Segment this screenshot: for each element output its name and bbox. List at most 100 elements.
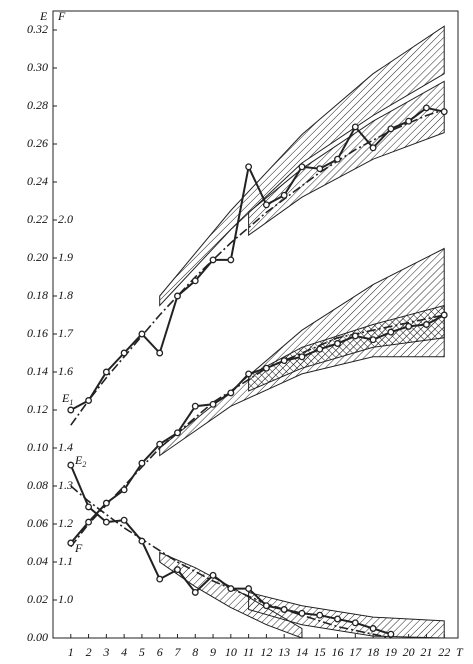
point [227,389,235,397]
x-tick-label: 8 [192,645,198,659]
y-tick-label: 0.04 [27,554,48,568]
point [245,585,253,593]
band [248,304,445,392]
point [351,123,359,131]
x-axis-title: T [456,645,464,659]
point [245,163,253,171]
y-tick-label: 0.12 [27,402,48,416]
frame [52,10,459,639]
annotation: E2 [74,453,86,469]
series-line [69,464,392,636]
point [387,125,395,133]
y-tick-label: 0.10 [27,440,48,454]
x-tick-label: 5 [139,645,145,659]
x-tick-label: 6 [157,645,163,659]
y2-tick-label: 1.9 [58,250,73,264]
point [387,328,395,336]
point [387,630,395,638]
x-tick-label: 14 [296,645,308,659]
x-tick-label: 16 [332,645,344,659]
point [156,440,164,448]
series-line [70,106,445,411]
point [138,537,146,545]
y-tick-label: 0.08 [27,478,48,492]
band [159,25,445,307]
x-tick-label: 12 [260,645,272,659]
y2-tick-label: 1.1 [58,554,73,568]
point [174,429,181,437]
x-tick-label: 20 [403,645,415,659]
point [405,117,413,125]
point [280,606,288,613]
point [245,370,253,378]
y-tick-label: 0.20 [27,250,48,264]
band [248,80,445,237]
y2-tick-label: 1.7 [58,326,74,340]
y2-axis-title: F [57,9,66,23]
point [102,368,110,376]
y-tick-label: 0.32 [27,22,48,36]
point [351,619,359,627]
y-tick-label: 0.06 [27,516,48,530]
point [120,349,128,357]
point [316,165,324,173]
point [67,461,75,469]
y-tick-label: 0.02 [27,592,48,606]
y2-tick-label: 1.3 [58,478,73,492]
y2-tick-label: 1.2 [58,516,73,530]
x-tick-label: 19 [385,645,397,659]
point [351,332,359,340]
point [316,611,324,619]
y2-tick-label: 1.8 [58,288,73,302]
x-tick-label: 1 [68,645,74,659]
point [440,108,448,116]
point [262,364,270,372]
x-tick-label: 7 [174,645,181,659]
x-tick-label: 13 [278,645,290,659]
point [334,340,341,347]
point [85,397,93,404]
annotation: E1 [61,391,73,407]
y2-tick-label: 1.6 [58,364,73,378]
point [298,163,306,171]
point [120,486,128,494]
y2-tick-label: 1.4 [58,440,73,454]
point [405,322,413,330]
point [209,571,217,579]
point [209,256,217,264]
point [191,402,199,410]
x-tick-label: 17 [349,645,362,659]
y-tick-label: 0.28 [27,98,48,112]
y2-tick-label: 1.0 [58,592,73,606]
y-tick-label: 0.30 [27,60,48,74]
x-tick-label: 9 [210,645,216,659]
y-tick-label: 0.24 [27,174,48,188]
point [440,311,448,319]
annotation: F [74,541,83,555]
y-axis-title: E [39,9,48,23]
point [191,588,199,596]
point [316,345,324,353]
point [298,609,306,617]
point [422,321,430,328]
y-tick-label: 0.26 [27,136,48,150]
point [298,353,306,361]
point [334,155,341,163]
point [209,400,217,408]
series-line [70,314,445,544]
x-tick-label: 3 [102,645,109,659]
x-tick-label: 10 [225,645,237,659]
y-tick-label: 0.18 [27,288,48,302]
point [369,625,377,632]
point [138,330,146,338]
point [227,256,235,264]
point [227,585,235,593]
point [85,518,93,526]
point [174,566,181,574]
band [159,551,303,639]
point [191,277,199,285]
x-tick-label: 15 [314,645,326,659]
y-tick-label: 0.14 [27,364,48,378]
point [262,201,270,209]
